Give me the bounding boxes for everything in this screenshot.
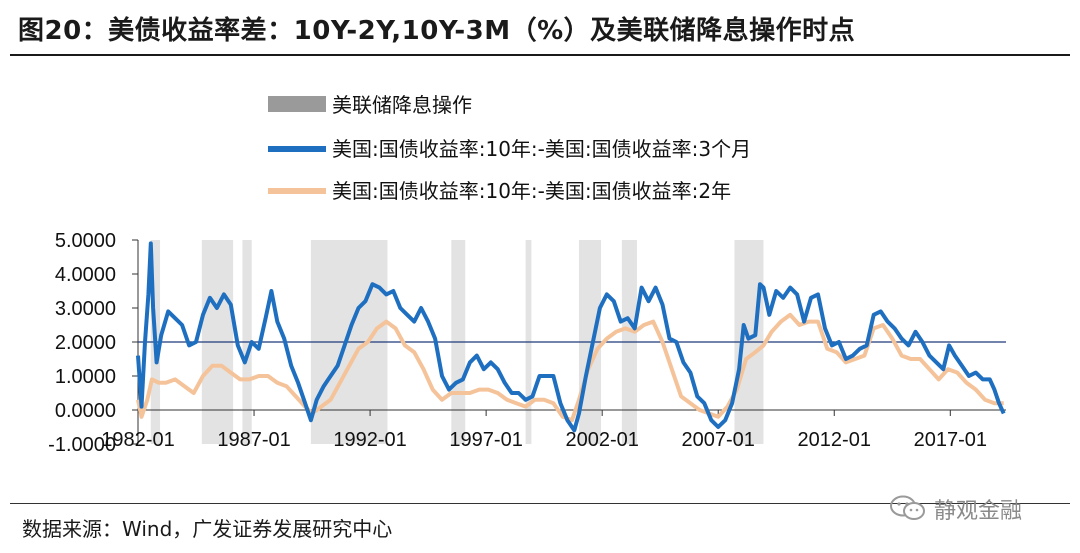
legend-label-10y-2y: 美国:国债收益率:10年:-美国:国债收益率:2年 <box>332 179 731 203</box>
y-tick-label: 1.0000 <box>55 366 116 388</box>
legend-label-rate-cut: 美联储降息操作 <box>332 93 472 117</box>
chart-container: 5.0000 4.0000 3.0000 2.0000 1.0000 0.0000 -1.0… <box>0 70 1080 490</box>
source-note: 数据来源：Wind，广发证券发展研究中心 <box>22 517 393 541</box>
series-line-10y-2y <box>136 312 1004 423</box>
x-tick-label: 2002-01 <box>565 429 638 451</box>
y-tick-label: 4.0000 <box>55 264 116 286</box>
spread-chart: 5.0000 4.0000 3.0000 2.0000 1.0000 0.0000 -1.0… <box>48 93 1006 456</box>
title-divider <box>10 54 1070 56</box>
x-tick-label: 1992-01 <box>333 429 406 451</box>
x-tick-label: 1982-01 <box>101 429 174 451</box>
footer-divider <box>10 503 1070 504</box>
y-tick-label: 3.0000 <box>55 298 116 320</box>
y-tick-label: -1.0000 <box>48 434 116 456</box>
y-tick-label: 5.0000 <box>55 230 116 252</box>
x-tick-label: 2017-01 <box>914 429 987 451</box>
wechat-icon <box>890 495 925 520</box>
title-bar: 图20：美债收益率差：10Y-2Y,10Y-3M（%）及美联储降息操作时点 <box>0 0 1080 56</box>
x-tick-label: 1987-01 <box>217 429 290 451</box>
watermark-text: 静观金融 <box>934 499 1023 524</box>
x-tick-label: 1997-01 <box>449 429 522 451</box>
y-tick-label: 2.0000 <box>55 332 116 354</box>
x-tick-label: 2012-01 <box>798 429 871 451</box>
page-title: 图20：美债收益率差：10Y-2Y,10Y-3M（%）及美联储降息操作时点 <box>18 16 856 46</box>
y-tick-label: 0.0000 <box>55 400 116 422</box>
legend-swatch-rate-cut <box>268 96 326 112</box>
x-tick-label: 2007-01 <box>682 429 755 451</box>
series-line-10y-3m <box>136 241 1006 433</box>
watermark: 静观金融 <box>888 490 1068 526</box>
legend-label-10y-3m: 美国:国债收益率:10年:-美国:国债收益率:3个月 <box>332 137 751 161</box>
